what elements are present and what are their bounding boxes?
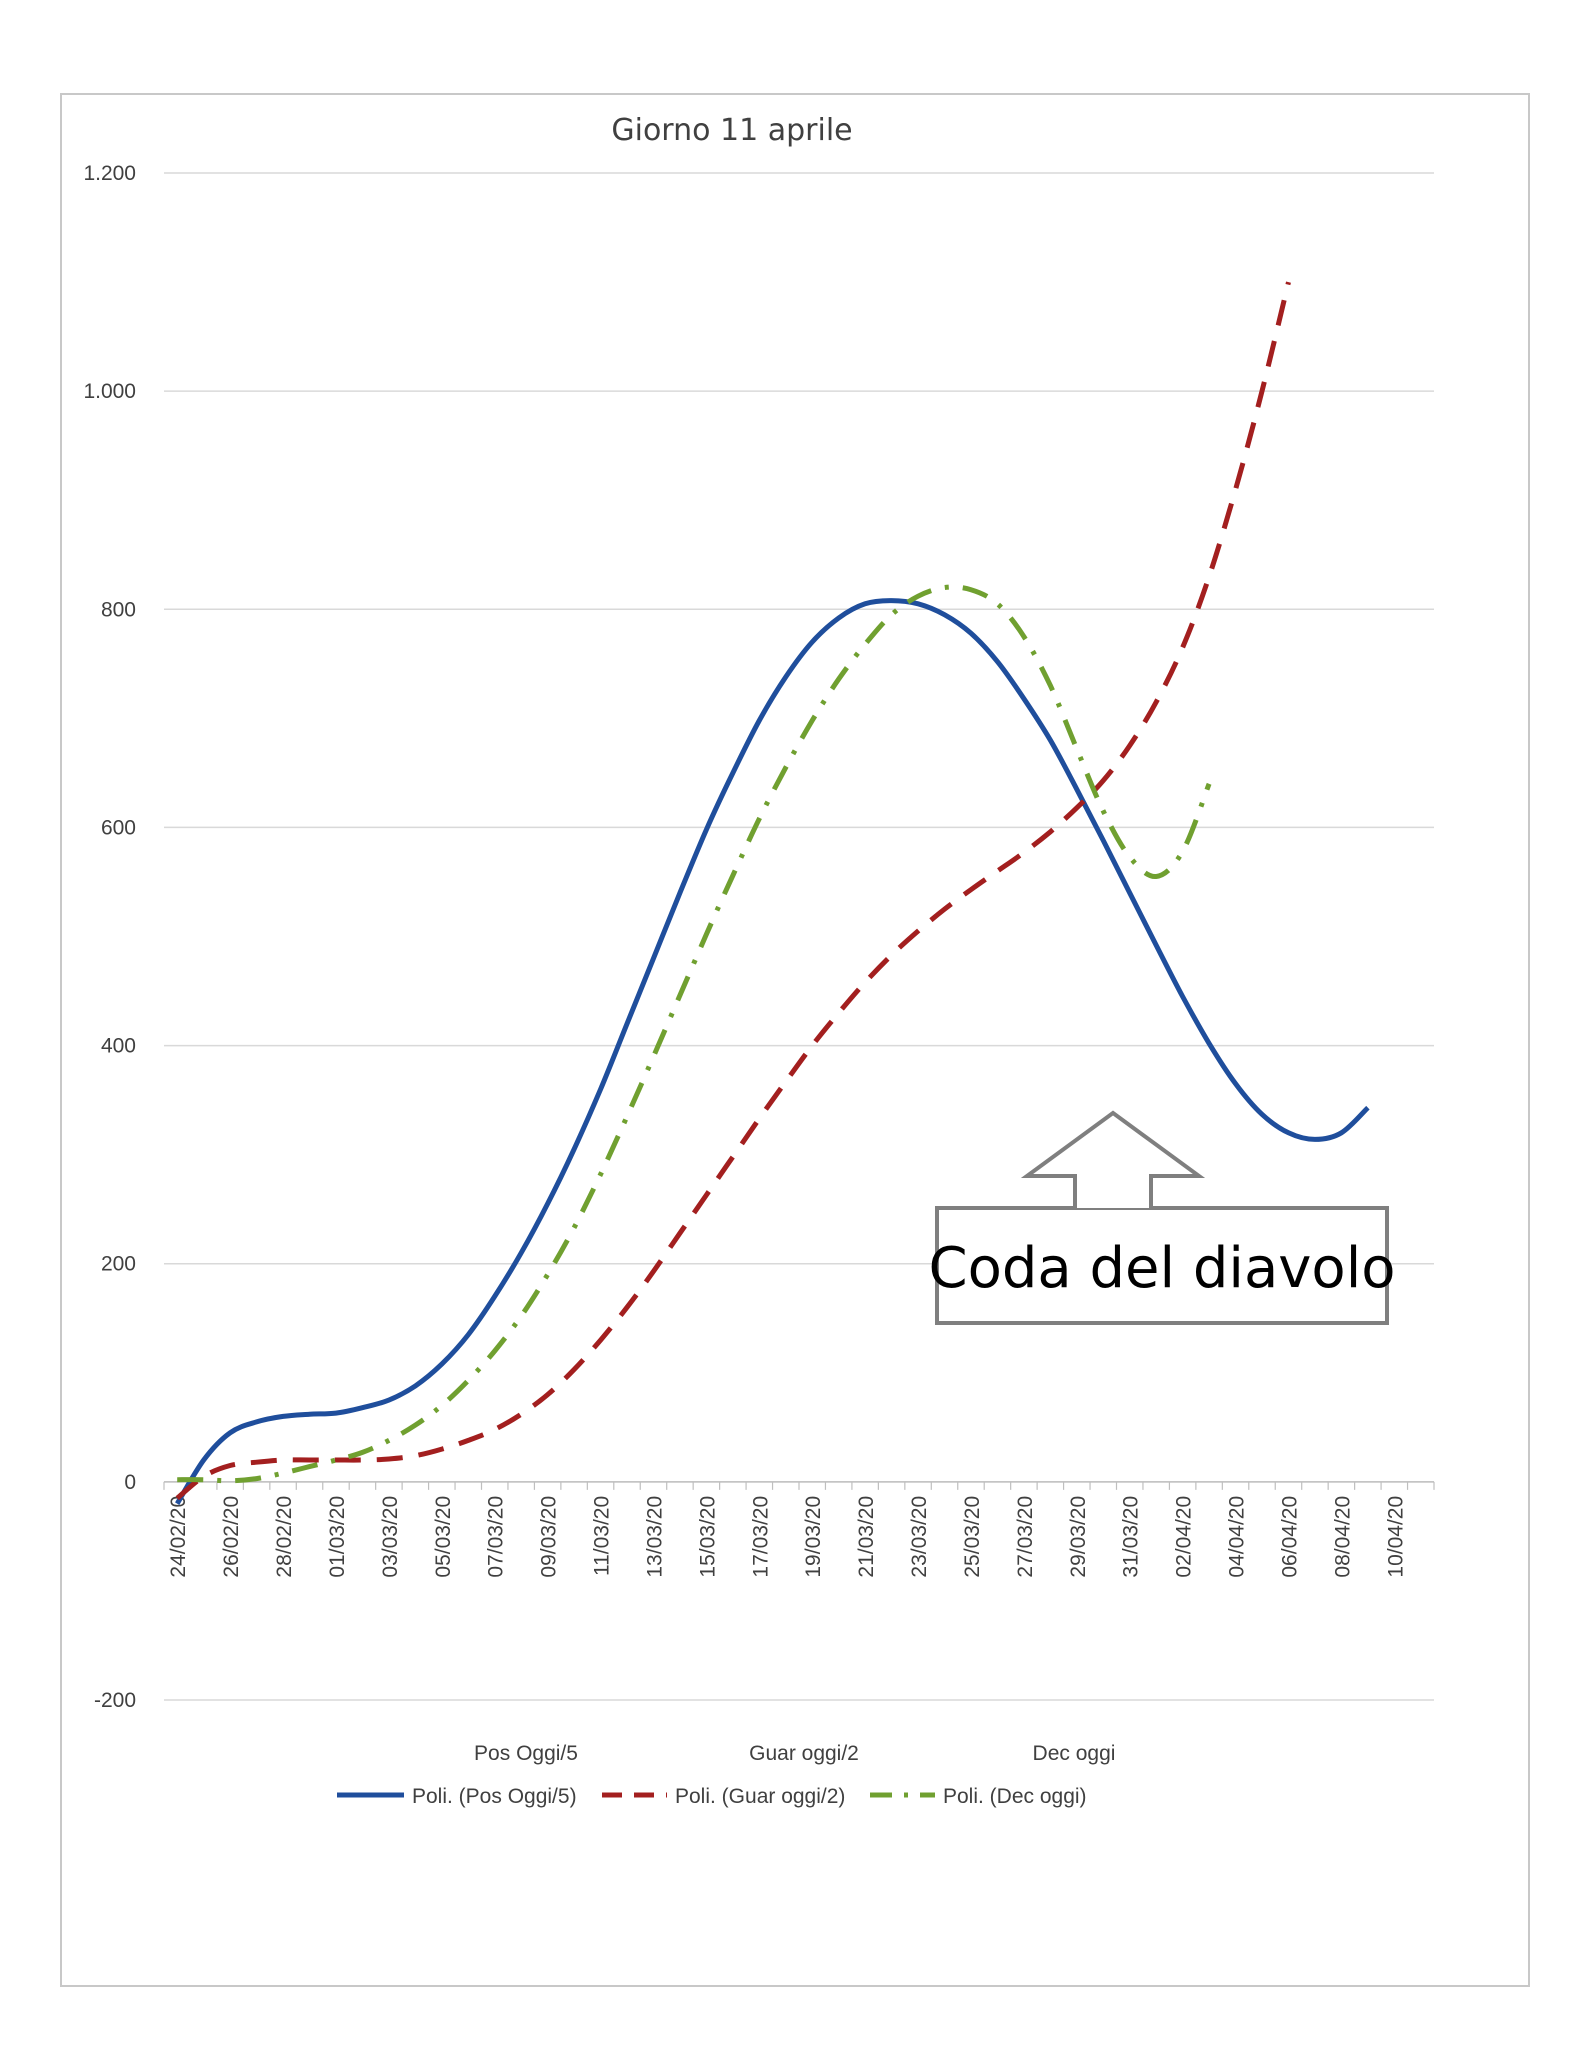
x-tick-label: 17/03/20: [749, 1496, 772, 1578]
legend-entry: Poli. (Pos Oggi/5): [412, 1785, 577, 1808]
y-tick-label: 0: [124, 1471, 136, 1494]
callout-arrow-shape: [935, 1206, 1389, 1325]
y-tick-label: 600: [101, 816, 136, 839]
x-tick-label: 07/03/20: [485, 1496, 508, 1578]
legend-entry: Poli. (Dec oggi): [943, 1785, 1087, 1808]
chart-title: Giorno 11 aprile: [611, 113, 852, 148]
x-tick-label: 10/04/20: [1384, 1496, 1407, 1578]
series-line-2: [175, 281, 1291, 1501]
chart-frame: Giorno 11 aprile -200 0 200 400 600 800 1.000 1…: [60, 93, 1530, 1987]
series-lines: [175, 281, 1370, 1505]
x-tick-label: 15/03/20: [696, 1496, 719, 1578]
x-tick-label: 03/03/20: [379, 1496, 402, 1578]
y-tick-label: 800: [101, 598, 136, 621]
x-tick-label: 21/03/20: [855, 1496, 878, 1578]
x-axis: 24/02/20 26/02/20 28/02/20 01/03/20 03/03/20…: [163, 1481, 1435, 1578]
x-tick-label: 13/03/20: [643, 1496, 666, 1578]
x-tick-label: 25/03/20: [961, 1496, 984, 1578]
x-tick-label: 24/02/20: [167, 1496, 190, 1578]
x-tick-label: 27/03/20: [1014, 1496, 1037, 1578]
x-tick-label: 19/03/20: [802, 1496, 825, 1578]
annotation-text: Coda del diavolo: [928, 1236, 1395, 1301]
x-tick-label: 01/03/20: [326, 1496, 349, 1578]
x-tick-label: 04/04/20: [1226, 1496, 1249, 1578]
line-chart: Giorno 11 aprile -200 0 200 400 600 800 1.000 1…: [83, 113, 1435, 1808]
x-tick-label: 28/02/20: [273, 1496, 296, 1578]
x-tick-label: 08/04/20: [1331, 1496, 1354, 1578]
y-tick-label: 1.000: [83, 380, 136, 403]
x-tick-label: 11/03/20: [591, 1496, 614, 1576]
callout-arrow-icon: [1020, 1110, 1206, 1208]
y-tick-label: 400: [101, 1035, 136, 1058]
y-tick-label: 1.200: [83, 162, 136, 185]
x-tick-label: 05/03/20: [432, 1496, 455, 1578]
x-tick-label: 31/03/20: [1120, 1496, 1143, 1578]
y-tick-label: -200: [94, 1689, 136, 1712]
legend-entry: Guar oggi/2: [749, 1742, 859, 1765]
x-tick-label: 06/04/20: [1278, 1496, 1301, 1578]
x-tick-label: 29/03/20: [1067, 1496, 1090, 1578]
x-tick-label: 23/03/20: [908, 1496, 931, 1578]
x-tick-label: 02/04/20: [1173, 1496, 1196, 1578]
annotation-callout: Coda del diavolo: [928, 1110, 1396, 1325]
legend-entry: Poli. (Guar oggi/2): [675, 1785, 845, 1808]
series-line-1: [175, 598, 1370, 1505]
legend-entry: Pos Oggi/5: [474, 1742, 578, 1765]
y-tick-label: 200: [101, 1253, 136, 1276]
legend-entry: Dec oggi: [1033, 1742, 1116, 1765]
x-tick-label: 09/03/20: [538, 1496, 561, 1578]
y-axis: -200 0 200 400 600 800 1.000 1.200: [83, 162, 136, 1712]
gridlines: [164, 172, 1434, 1701]
series-line-3: [177, 584, 1212, 1484]
legend: Pos Oggi/5 Guar oggi/2 Dec oggi Poli. (Pos …: [337, 1742, 1115, 1808]
x-tick-label: 26/02/20: [220, 1496, 243, 1578]
